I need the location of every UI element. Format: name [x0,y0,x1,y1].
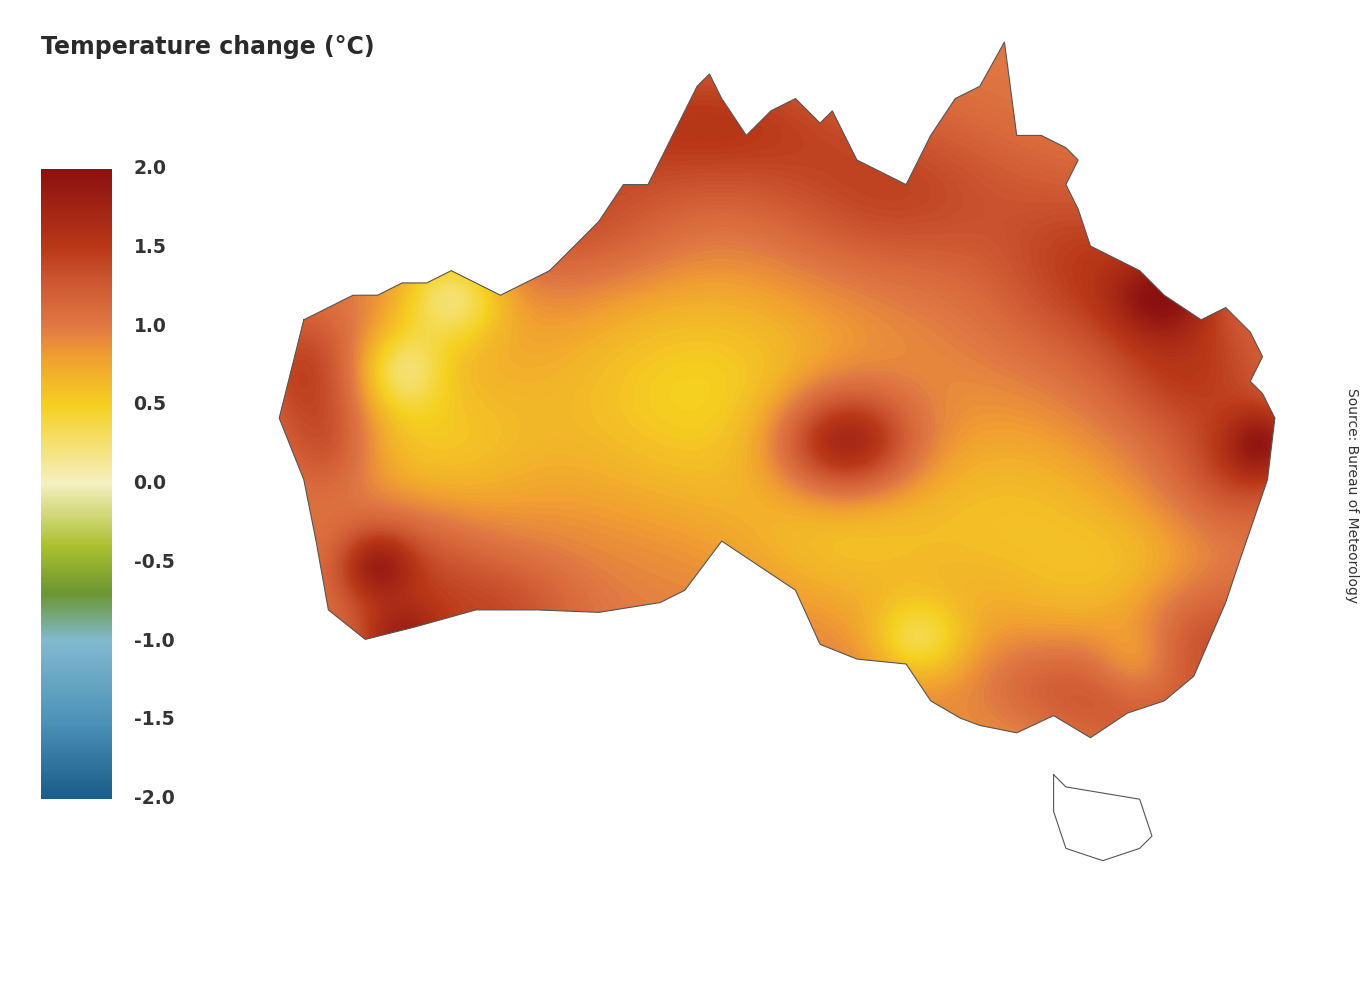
Text: Temperature change (°C): Temperature change (°C) [41,35,375,59]
Text: -1.0: -1.0 [134,632,174,651]
Text: -1.5: -1.5 [134,710,174,729]
Text: 1.0: 1.0 [134,316,167,335]
Text: Source: Bureau of Meteorology: Source: Bureau of Meteorology [1345,389,1358,603]
Text: 0.5: 0.5 [134,396,167,415]
Text: Australia's mean temperature has
warmed by around 1 °C since 1910.: Australia's mean temperature has warmed … [64,897,468,943]
Text: -2.0: -2.0 [134,789,174,808]
Text: -0.5: -0.5 [134,553,174,571]
Text: 1.5: 1.5 [134,238,167,257]
Text: 2.0: 2.0 [134,159,167,179]
Text: 0.0: 0.0 [134,474,167,493]
